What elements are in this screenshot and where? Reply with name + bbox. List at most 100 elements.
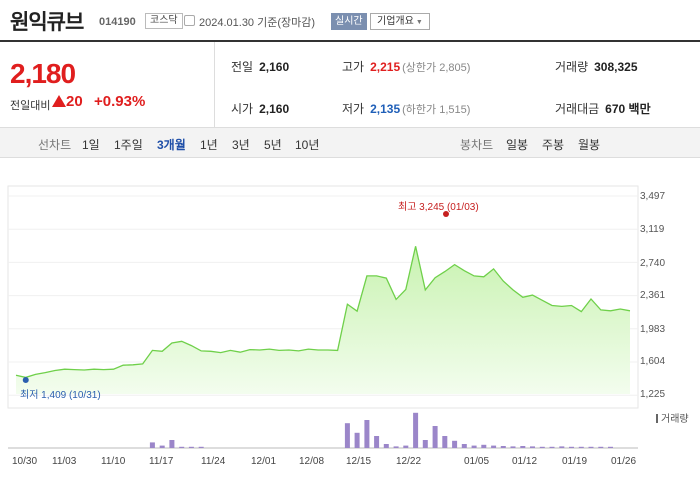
period-1y[interactable]: 1년	[200, 138, 218, 152]
amount-label: 거래대금	[555, 102, 600, 116]
low-marker	[22, 377, 29, 383]
volume-bar	[393, 446, 399, 448]
volume-bar	[188, 446, 194, 448]
prev-close: 전일 2,160	[231, 58, 289, 75]
low-annotation: 최저 1,409 (10/31)	[20, 390, 101, 401]
low-value: 2,135	[370, 102, 401, 116]
volume-bar	[491, 445, 497, 448]
candle-chart-label: 봉차트	[460, 138, 494, 152]
volume-legend: 거래량	[656, 410, 689, 425]
x-tick: 11/24	[201, 456, 226, 467]
base-date: 2024.01.30 기준(장마감)	[199, 17, 316, 29]
prev-close-value: 2,160	[259, 60, 290, 74]
x-tick: 11/17	[149, 456, 174, 467]
open-label: 시가	[231, 102, 254, 116]
candle-monthly[interactable]: 월봉	[578, 138, 601, 152]
day-low: 저가 2,135 (하한가 1,515)	[342, 100, 470, 117]
chevron-down-icon: ▼	[415, 19, 423, 26]
y-tick: 3,119	[640, 224, 665, 235]
y-tick: 2,740	[640, 258, 666, 269]
day-high: 고가 2,215 (상한가 2,805)	[342, 58, 470, 75]
volume-bar	[549, 446, 555, 448]
high-label: 고가	[342, 60, 365, 74]
y-tick: 1,225	[640, 389, 666, 400]
volume-bar	[413, 412, 419, 448]
high-annotation: 최고 3,245 (01/03)	[398, 202, 479, 213]
y-tick: 3,497	[640, 191, 666, 202]
price-line	[15, 246, 631, 379]
x-tick: 10/30	[12, 456, 38, 467]
volume-bar	[364, 420, 370, 448]
volume-bar	[520, 446, 526, 448]
volume-bar	[461, 444, 467, 448]
amount-value: 670 백만	[605, 102, 651, 116]
candle-weekly[interactable]: 주봉	[542, 138, 565, 152]
volume-bar	[481, 444, 487, 448]
up-arrow-icon	[52, 95, 66, 107]
company-info-dropdown[interactable]: 기업개요 ▼	[370, 13, 430, 30]
period-5y[interactable]: 5년	[264, 138, 282, 152]
volume-bar	[354, 432, 360, 448]
x-tick: 01/12	[512, 456, 538, 467]
lower-limit: (하한가 1,515)	[402, 104, 471, 116]
period-1d[interactable]: 1일	[82, 138, 100, 152]
volume-bar	[169, 440, 175, 448]
prev-close-label: 전일	[231, 60, 254, 74]
change-percent: +0.93%	[94, 93, 146, 110]
x-tick: 12/08	[299, 456, 325, 467]
change-value: 20	[66, 93, 83, 110]
stock-code: 014190	[99, 16, 136, 28]
volume-legend-icon	[656, 414, 658, 423]
volume-bar	[569, 446, 574, 448]
period-10y[interactable]: 10년	[295, 138, 320, 152]
volume-bar	[432, 426, 438, 448]
change-label: 전일대비	[10, 100, 51, 112]
volume-bar	[442, 436, 448, 448]
volume-bar	[422, 440, 428, 448]
volume-bar	[452, 440, 458, 448]
trade-amount: 거래대금 670 백만	[555, 100, 651, 117]
open-value: 2,160	[259, 102, 290, 116]
candle-daily[interactable]: 일봉	[506, 138, 529, 152]
volume-bar	[588, 446, 594, 448]
period-3y[interactable]: 3년	[232, 138, 250, 152]
x-tick: 11/10	[101, 456, 126, 467]
volume-bar	[403, 445, 409, 448]
high-value: 2,215	[370, 60, 401, 74]
realtime-button[interactable]: 실시간	[331, 13, 367, 30]
volume-bar	[149, 442, 155, 448]
volume-bar	[559, 446, 565, 448]
price-chart: 3,497 3,119 2,740 2,361 1,983 1,604 1,22…	[0, 158, 700, 478]
volume-bar	[500, 446, 506, 448]
period-selector: 선차트 1일 1주일 3개월 1년 3년 5년 10년 봉차트 일봉 주봉 월봉	[0, 128, 700, 158]
volume-bar	[471, 445, 477, 448]
volume-bar	[530, 446, 535, 448]
clock-icon	[184, 15, 195, 26]
x-tick: 01/05	[464, 456, 490, 467]
volume-bar	[159, 445, 165, 448]
y-tick: 1,983	[640, 324, 666, 335]
stock-header: 원익큐브 014190 코스닥 2024.01.30 기준(장마감) 실시간 기…	[0, 0, 700, 40]
volume-bar	[608, 446, 613, 448]
x-tick: 11/03	[52, 456, 77, 467]
market-badge: 코스닥	[145, 13, 183, 29]
volume-label: 거래량	[555, 60, 589, 74]
x-tick: 12/15	[346, 456, 372, 467]
volume-bar	[539, 446, 545, 448]
volume-legend-label: 거래량	[661, 414, 689, 425]
low-label: 저가	[342, 102, 365, 116]
x-tick: 01/19	[562, 456, 588, 467]
line-chart-label: 선차트	[38, 138, 72, 152]
company-info-label: 기업개요	[377, 16, 414, 27]
current-price: 2,180	[10, 58, 76, 89]
volume-value: 308,325	[594, 60, 638, 74]
volume-bar	[383, 444, 389, 448]
volume-info: 거래량 308,325	[555, 58, 638, 75]
volume-bar	[598, 446, 604, 448]
volume-bar	[510, 446, 516, 448]
x-tick: 01/26	[611, 456, 637, 467]
period-1w[interactable]: 1주일	[114, 138, 143, 152]
price-area	[16, 246, 630, 394]
period-3m[interactable]: 3개월	[157, 138, 186, 152]
price-box: 2,180 전일대비 20 +0.93%	[0, 42, 215, 128]
